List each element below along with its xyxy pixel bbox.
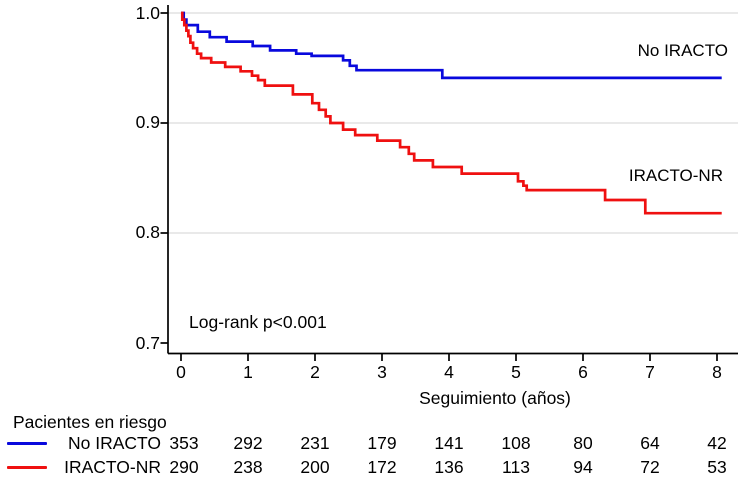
risk-row-label: No IRACTO (67, 433, 161, 453)
risk-count: 172 (367, 457, 397, 477)
risk-count: 42 (707, 433, 727, 453)
x-axis-tick-label: 5 (511, 362, 521, 382)
log-rank-annotation: Log-rank p<0.001 (189, 312, 327, 332)
risk-count: 292 (233, 433, 263, 453)
x-axis-tick-label: 7 (645, 362, 655, 382)
y-axis-tick-label: 0.7 (135, 333, 160, 353)
y-axis-tick-label: 0.8 (135, 222, 160, 242)
x-axis-title: Seguimiento (años) (419, 388, 571, 408)
risk-count: 136 (434, 457, 464, 477)
risk-count: 72 (640, 457, 660, 477)
risk-count: 290 (169, 457, 199, 477)
risk-count: 179 (367, 433, 397, 453)
series-label-iracto-nr: IRACTO-NR (628, 166, 723, 185)
risk-count: 353 (169, 433, 199, 453)
risk-count: 80 (573, 433, 593, 453)
risk-count: 113 (502, 457, 530, 477)
risk-count: 94 (573, 457, 593, 477)
x-axis-tick-label: 8 (712, 362, 722, 382)
series-label-no-iracto: No IRACTO (637, 41, 728, 60)
risk-count: 231 (300, 433, 330, 453)
x-axis-tick-label: 1 (243, 362, 253, 382)
risk-count: 200 (300, 457, 330, 477)
risk-count: 53 (707, 457, 727, 477)
risk-count: 141 (434, 433, 464, 453)
risk-table-title: Pacientes en riesgo (13, 412, 167, 432)
y-axis-tick-label: 1.0 (135, 3, 160, 23)
x-axis-tick-label: 6 (578, 362, 588, 382)
km-curve-1 (180, 11, 722, 215)
risk-count: 64 (640, 433, 660, 453)
risk-row-legend-line (7, 442, 47, 445)
x-axis-tick-label: 0 (176, 362, 186, 382)
risk-row-legend-line (7, 466, 47, 469)
risk-count: 238 (233, 457, 263, 477)
risk-count: 108 (501, 433, 531, 453)
y-axis-tick-label: 0.9 (135, 112, 160, 132)
x-axis-tick-label: 3 (377, 362, 387, 382)
x-axis-tick-label: 4 (444, 362, 454, 382)
km-curve-0 (181, 11, 722, 80)
risk-row-label: IRACTO-NR (64, 457, 161, 477)
x-axis-tick-label: 2 (310, 362, 320, 382)
